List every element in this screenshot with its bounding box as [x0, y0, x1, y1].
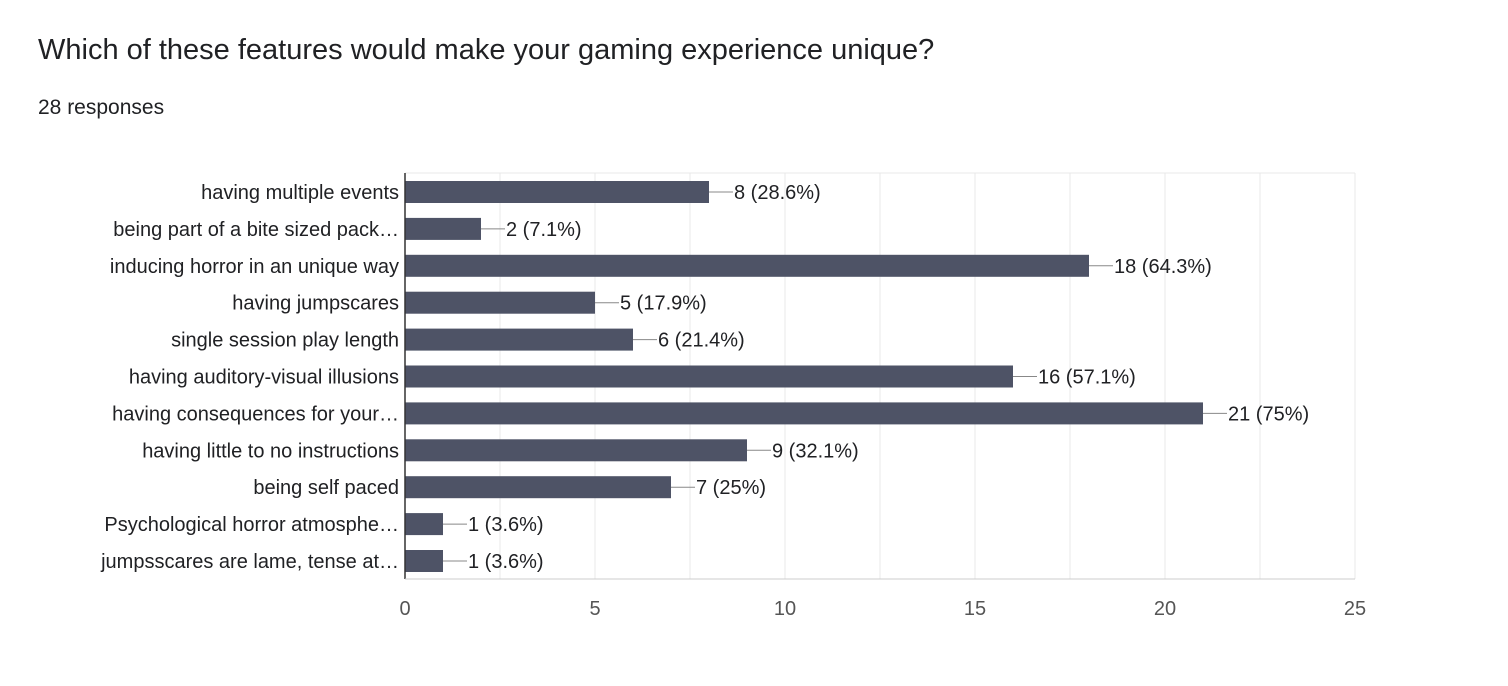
data-label: 21 (75%)	[1228, 403, 1309, 425]
category-label: single session play length	[171, 330, 399, 352]
category-label: Psychological horror atmosphe…	[104, 514, 399, 536]
category-label: having multiple events	[201, 182, 399, 204]
bar	[405, 365, 1013, 388]
category-label: being part of a bite sized pack…	[113, 219, 399, 241]
bar	[405, 291, 595, 314]
response-count: 28 responses	[38, 96, 165, 119]
x-tick-label: 15	[964, 598, 986, 620]
data-label: 1 (3.6%)	[468, 551, 544, 573]
question-title: Which of these features would make your …	[38, 34, 935, 66]
bar	[405, 217, 481, 240]
data-label: 2 (7.1%)	[506, 219, 582, 241]
bar	[405, 513, 443, 536]
bar	[405, 181, 709, 203]
data-label: 18 (64.3%)	[1114, 256, 1212, 278]
data-labels: 8 (28.6%) 2 (7.1%) 18 (64.3%) 5 (17.9%) 6 (2…	[443, 182, 1309, 573]
x-tick-label: 0	[399, 598, 410, 620]
x-tick-label: 10	[774, 598, 796, 620]
category-label: jumpsscares are lame, tense at…	[100, 551, 399, 573]
data-label: 1 (3.6%)	[468, 514, 544, 536]
data-label: 16 (57.1%)	[1038, 367, 1136, 389]
bar	[405, 328, 633, 351]
bar	[405, 254, 1089, 277]
data-label: 7 (25%)	[696, 477, 766, 499]
data-label: 5 (17.9%)	[620, 293, 707, 315]
category-label: having auditory-visual illusions	[129, 367, 399, 389]
data-label: 8 (28.6%)	[734, 182, 821, 204]
category-label: having little to no instructions	[142, 440, 399, 462]
category-label: inducing horror in an unique way	[110, 256, 399, 278]
bar	[405, 402, 1203, 425]
bar	[405, 439, 747, 462]
axes	[404, 173, 1355, 580]
data-label: 6 (21.4%)	[658, 330, 745, 352]
category-label: being self paced	[253, 477, 399, 499]
x-tick-label: 20	[1154, 598, 1176, 620]
x-tick-label: 25	[1344, 598, 1366, 620]
bar	[405, 550, 443, 572]
bars	[405, 181, 1203, 572]
category-labels: having multiple events being part of a bi…	[100, 182, 399, 573]
bar	[405, 476, 671, 499]
data-label: 9 (32.1%)	[772, 440, 859, 462]
x-tick-label: 5	[589, 598, 600, 620]
category-label: having jumpscares	[232, 293, 399, 315]
category-label: having consequences for your…	[112, 403, 399, 425]
x-tick-labels: 0 5 10 15 20 25	[399, 598, 1366, 620]
